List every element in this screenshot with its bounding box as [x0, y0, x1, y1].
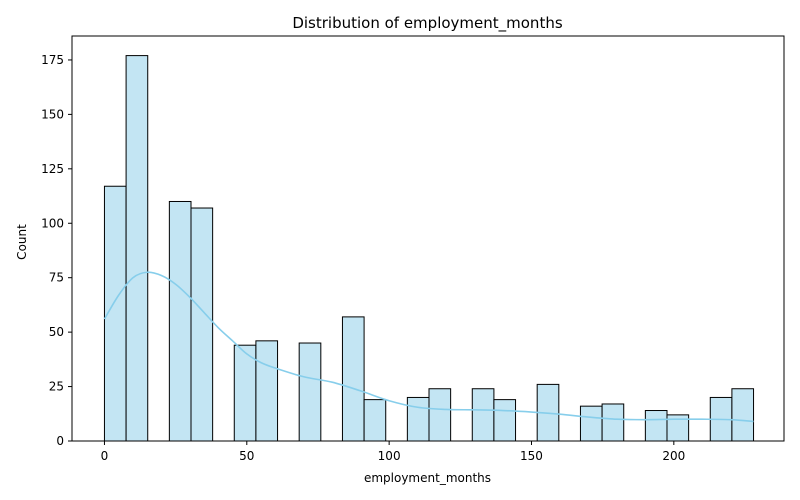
x-axis-title: employment_months	[364, 471, 491, 485]
histogram-bar-7	[341, 316, 365, 442]
histogram-bar-5	[255, 340, 279, 442]
histogram-bar-6	[298, 342, 322, 442]
y-tick-label-3: 75	[49, 271, 64, 285]
kde-curve	[103, 271, 754, 423]
histogram-bar-11	[471, 388, 495, 442]
histogram-bar-8	[363, 399, 387, 442]
histogram-bar-9	[406, 396, 430, 442]
y-tick-label-5: 125	[41, 162, 64, 176]
axes-layer: 0 50 100 150 200 0 25 50 75 100 125 150 175	[41, 35, 785, 463]
y-tick-label-6: 150	[41, 107, 64, 121]
x-tick-label-3: 150	[520, 449, 543, 463]
x-tick-label-2: 100	[378, 449, 401, 463]
histogram-bar-19	[731, 388, 755, 442]
x-tick-label-0: 0	[101, 449, 109, 463]
bars-layer	[103, 55, 755, 442]
y-tick-label-1: 25	[49, 380, 64, 394]
x-tick-label-4: 200	[662, 449, 685, 463]
y-axis-title: Count	[15, 224, 29, 260]
plot-frame	[71, 35, 785, 442]
histogram-bar-16	[644, 410, 668, 442]
y-tick-label-2: 50	[49, 325, 64, 339]
histogram-bar-3	[190, 207, 214, 442]
histogram-bar-2	[168, 200, 192, 442]
y-tick-label-4: 100	[41, 216, 64, 230]
histogram-bar-14	[579, 405, 603, 442]
x-tick-label-1: 50	[239, 449, 254, 463]
histogram-bar-15	[601, 403, 625, 442]
histogram-bar-4	[233, 344, 257, 442]
histogram-bar-1	[125, 55, 149, 442]
y-tick-label-0: 0	[56, 434, 64, 448]
histogram-bar-10	[428, 388, 452, 442]
histogram-bar-12	[493, 399, 517, 442]
y-tick-label-7: 175	[41, 53, 64, 67]
chart-title: Distribution of employment_months	[292, 14, 563, 33]
